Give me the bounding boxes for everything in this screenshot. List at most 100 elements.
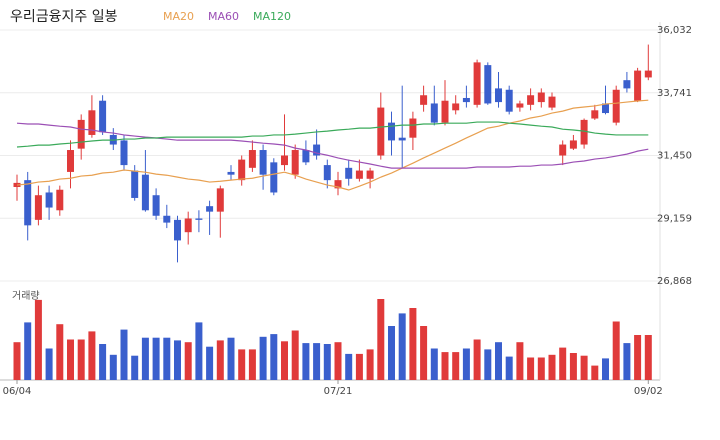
volume-bar: [24, 322, 32, 380]
volume-bar: [99, 344, 107, 380]
candle-body: [430, 103, 438, 123]
volume-bar: [441, 352, 449, 380]
candle-body: [409, 118, 417, 138]
volume-bar: [537, 357, 545, 380]
volume-bar: [291, 330, 299, 380]
candle-body: [259, 150, 267, 175]
candle-body: [152, 195, 160, 216]
volume-bar: [634, 335, 642, 380]
volume-bar: [559, 347, 567, 380]
candle-body: [420, 95, 428, 105]
volume-bar: [495, 342, 502, 380]
candle-body: [131, 170, 139, 198]
candle-body: [366, 170, 374, 179]
candle-body: [548, 96, 556, 108]
candle-body: [216, 188, 224, 212]
volume-bar: [141, 337, 149, 380]
candle-body: [644, 70, 652, 78]
candle-body: [473, 62, 481, 105]
volume-bar: [366, 349, 374, 380]
volume-bar: [355, 353, 363, 380]
volume-bar: [505, 356, 513, 380]
candle-body: [195, 218, 203, 220]
ma-line: [16, 99, 649, 191]
candle-body: [141, 174, 149, 211]
legend-entry: MA120: [253, 10, 291, 23]
volume-bar: [644, 335, 652, 380]
candle-body: [462, 97, 470, 103]
candle-body: [537, 92, 545, 103]
volume-bar: [270, 334, 278, 380]
volume-bar: [184, 342, 192, 380]
volume-bar: [398, 313, 406, 380]
candle-body: [484, 65, 492, 104]
volume-bar: [409, 308, 417, 380]
candle-body: [270, 162, 278, 193]
volume-bar: [77, 339, 85, 380]
y-tick-label: 26,868: [657, 276, 692, 287]
candle-body: [281, 155, 288, 166]
volume-bar: [259, 336, 267, 380]
volume-bar: [248, 349, 256, 380]
volume-bar: [109, 354, 117, 380]
candle-body: [99, 100, 107, 133]
volume-bar: [602, 358, 609, 380]
volume-bar: [238, 349, 246, 380]
candle-body: [441, 100, 449, 123]
candle-body: [334, 180, 342, 189]
candle-body: [495, 88, 502, 103]
candle-body: [56, 189, 64, 211]
candle-body: [345, 167, 353, 179]
volume-bar: [377, 299, 385, 380]
volume-bar: [313, 343, 321, 380]
y-tick-label: 36,032: [657, 25, 692, 36]
candle-body: [120, 140, 128, 166]
volume-bar: [302, 343, 310, 380]
volume-bar: [131, 355, 139, 380]
candle-body: [591, 110, 599, 119]
candle-body: [602, 103, 609, 114]
ma-line: [16, 121, 649, 148]
candle-body: [527, 95, 535, 105]
candle-body: [452, 103, 460, 111]
legend-entry: MA20: [163, 10, 194, 23]
volume-bar: [548, 354, 556, 380]
candle-body: [248, 150, 256, 168]
candle-body: [174, 219, 181, 241]
volume-bar: [345, 353, 353, 380]
volume-bar: [56, 324, 64, 380]
volume-bar: [281, 341, 288, 380]
volume-bar: [591, 365, 599, 380]
y-tick-label: 29,159: [657, 213, 692, 224]
chart-title: 우리금융지주 일봉: [10, 9, 118, 25]
volume-bar: [430, 348, 438, 380]
x-tick-label: 07/21: [324, 386, 353, 397]
candle-body: [516, 103, 524, 108]
volume-bar: [13, 342, 21, 380]
candle-body: [227, 171, 235, 175]
y-tick-label: 31,450: [657, 151, 692, 162]
volume-bar: [195, 322, 203, 380]
volume-bar: [323, 344, 331, 380]
candle-body: [569, 140, 577, 149]
volume-bar: [420, 326, 428, 380]
candle-body: [505, 89, 513, 112]
volume-bar: [569, 353, 577, 380]
volume-bar: [473, 339, 481, 380]
x-tick-label: 09/02: [634, 386, 663, 397]
candle-body: [313, 144, 321, 156]
volume-bar: [45, 348, 53, 380]
candle-body: [206, 206, 214, 212]
volume-bar: [163, 337, 171, 380]
candle-body: [238, 159, 246, 181]
volume-bar: [206, 346, 214, 380]
candle-body: [323, 165, 331, 181]
volume-bar: [580, 355, 588, 380]
candle-body: [355, 170, 363, 179]
candle-body: [634, 70, 642, 101]
volume-bar: [484, 349, 492, 380]
candle-body: [612, 89, 620, 123]
candle-body: [34, 195, 42, 220]
candle-body: [388, 122, 395, 141]
